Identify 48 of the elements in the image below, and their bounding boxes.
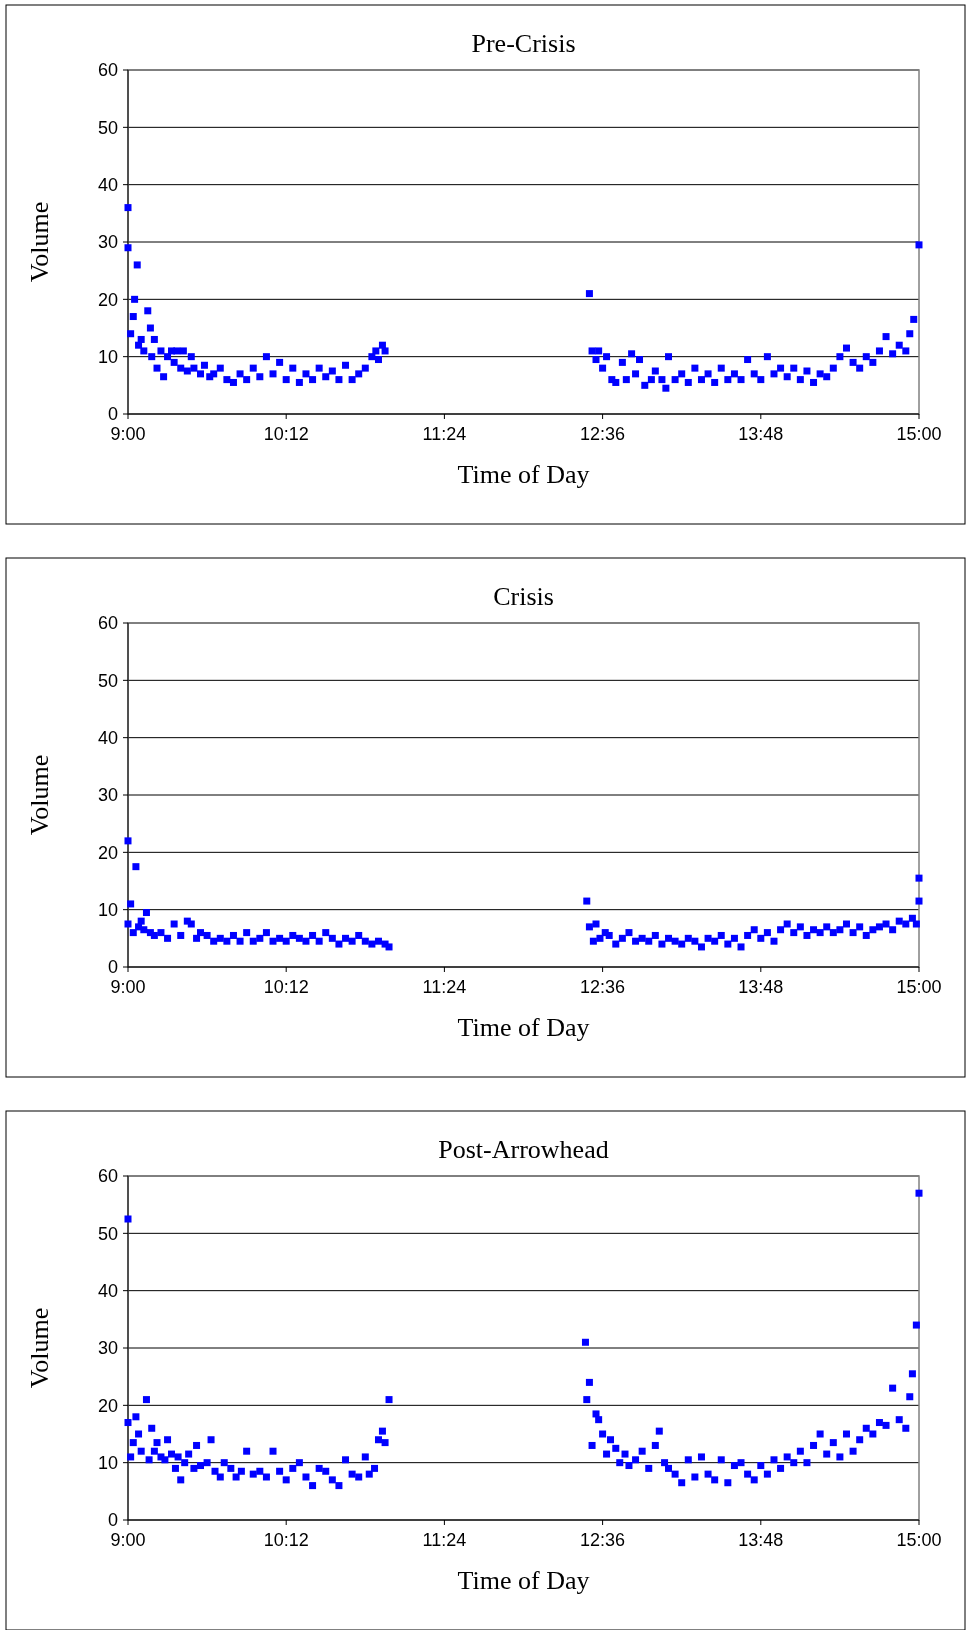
y-axis-title: Volume — [25, 1307, 54, 1389]
y-tick-label: 30 — [97, 785, 118, 806]
x-tick-label: 9:00 — [110, 424, 146, 444]
x-tick-label: 15:00 — [896, 977, 942, 997]
x-axis-title: Time of Day — [457, 1566, 590, 1595]
chart-title: Pre-Crisis — [471, 29, 576, 58]
x-tick-label: 11:24 — [422, 424, 467, 444]
x-tick-label: 12:36 — [580, 1530, 626, 1550]
y-tick-label: 20 — [97, 289, 118, 310]
y-tick-label: 60 — [97, 613, 118, 634]
x-tick-label: 11:24 — [422, 1530, 467, 1550]
y-tick-label: 0 — [107, 957, 118, 978]
x-tick-label: 10:12 — [263, 424, 309, 444]
x-tick-label: 13:48 — [738, 424, 784, 444]
x-tick-label: 11:24 — [422, 977, 467, 997]
y-tick-label: 40 — [97, 174, 118, 195]
y-tick-label: 60 — [97, 60, 118, 81]
x-tick-label: 12:36 — [580, 424, 626, 444]
y-tick-label: 50 — [97, 1223, 118, 1244]
x-tick-label: 10:12 — [263, 1530, 309, 1550]
y-tick-label: 10 — [97, 1452, 118, 1473]
y-tick-label: 60 — [97, 1166, 118, 1187]
x-tick-label: 9:00 — [110, 977, 146, 997]
x-tick-label: 13:48 — [738, 977, 784, 997]
chart-title: Post-Arrowhead — [438, 1135, 609, 1164]
y-tick-label: 50 — [97, 670, 118, 691]
y-tick-label: 0 — [107, 1510, 118, 1531]
y-axis-title: Volume — [25, 201, 54, 283]
y-tick-label: 30 — [97, 232, 118, 253]
x-tick-label: 9:00 — [110, 1530, 146, 1550]
chart-title: Crisis — [493, 582, 554, 611]
y-tick-label: 10 — [97, 346, 118, 367]
y-tick-label: 30 — [97, 1338, 118, 1359]
x-tick-label: 15:00 — [896, 1530, 942, 1550]
y-tick-label: 0 — [107, 404, 118, 425]
y-tick-label: 40 — [97, 1280, 118, 1301]
y-tick-label: 10 — [97, 899, 118, 920]
y-tick-label: 20 — [97, 842, 118, 863]
x-tick-label: 10:12 — [263, 977, 309, 997]
x-axis-title: Time of Day — [457, 1013, 590, 1042]
x-axis-title: Time of Day — [457, 460, 590, 489]
x-tick-label: 12:36 — [580, 977, 626, 997]
y-tick-label: 20 — [97, 1395, 118, 1416]
x-tick-label: 15:00 — [896, 424, 942, 444]
y-axis-title: Volume — [25, 754, 54, 836]
y-tick-label: 50 — [97, 117, 118, 138]
y-tick-label: 40 — [97, 727, 118, 748]
x-tick-label: 13:48 — [738, 1530, 784, 1550]
